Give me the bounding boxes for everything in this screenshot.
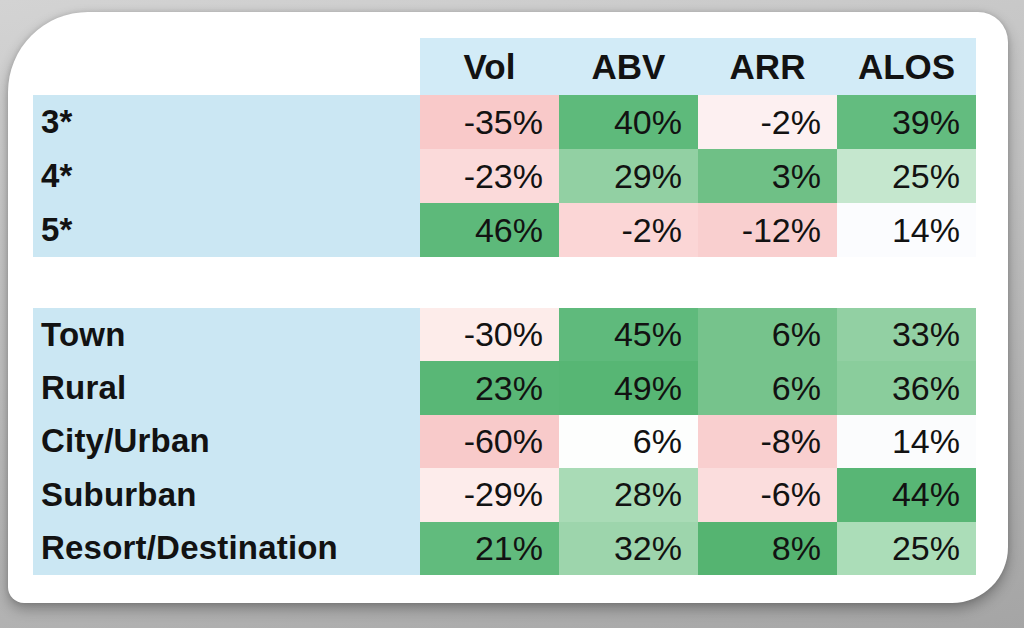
- heatmap-cell: -30%: [420, 308, 559, 361]
- table-row: Town-30%45%6%33%: [33, 308, 976, 361]
- heatmap-cell: -35%: [420, 95, 559, 149]
- heatmap-cell: -8%: [698, 415, 837, 468]
- heatmap-cell: 21%: [420, 522, 559, 575]
- header-row: VolABVARRALOS: [33, 38, 976, 95]
- heatmap-cell: 29%: [559, 149, 698, 203]
- heatmap-cell: 32%: [559, 522, 698, 575]
- location-heatmap-table: Town-30%45%6%33%Rural23%49%6%36%City/Urb…: [33, 308, 976, 575]
- table-row: City/Urban-60%6%-8%14%: [33, 415, 976, 468]
- heatmap-cell: 28%: [559, 468, 698, 521]
- table-gap: [33, 257, 976, 308]
- heatmap-cell: -2%: [698, 95, 837, 149]
- heatmap-cell: 33%: [837, 308, 976, 361]
- table-row: Suburban-29%28%-6%44%: [33, 468, 976, 521]
- row-label: Town: [33, 308, 420, 361]
- column-header-abv: ABV: [559, 38, 698, 95]
- row-label: City/Urban: [33, 415, 420, 468]
- heatmap-cell: 14%: [837, 203, 976, 257]
- heatmap-cell: 6%: [698, 361, 837, 414]
- heatmap-cell: -2%: [559, 203, 698, 257]
- heatmap-cell: 14%: [837, 415, 976, 468]
- row-label: Suburban: [33, 468, 420, 521]
- star-rating-heatmap-table: VolABVARRALOS3*-35%40%-2%39%4*-23%29%3%2…: [33, 38, 976, 257]
- column-header-alos: ALOS: [837, 38, 976, 95]
- row-label: 3*: [33, 95, 420, 149]
- heatmap-cell: 46%: [420, 203, 559, 257]
- heatmap-cell: 23%: [420, 361, 559, 414]
- heatmap-cell: -12%: [698, 203, 837, 257]
- heatmap-cell: 40%: [559, 95, 698, 149]
- heatmap-cell: 8%: [698, 522, 837, 575]
- heatmap-cell: -6%: [698, 468, 837, 521]
- row-label: Resort/Destination: [33, 522, 420, 575]
- heatmap-cell: 25%: [837, 522, 976, 575]
- heatmap-tables: VolABVARRALOS3*-35%40%-2%39%4*-23%29%3%2…: [33, 38, 976, 575]
- header-corner-blank: [33, 38, 420, 95]
- heatmap-cell: 3%: [698, 149, 837, 203]
- heatmap-cell: 6%: [698, 308, 837, 361]
- table-row: Resort/Destination21%32%8%25%: [33, 522, 976, 575]
- heatmap-cell: 45%: [559, 308, 698, 361]
- heatmap-cell: 6%: [559, 415, 698, 468]
- table-row: 5*46%-2%-12%14%: [33, 203, 976, 257]
- row-label: Rural: [33, 361, 420, 414]
- heatmap-cell: -23%: [420, 149, 559, 203]
- heatmap-cell: -60%: [420, 415, 559, 468]
- heatmap-cell: 44%: [837, 468, 976, 521]
- table-row: 4*-23%29%3%25%: [33, 149, 976, 203]
- column-header-arr: ARR: [698, 38, 837, 95]
- heatmap-cell: 39%: [837, 95, 976, 149]
- row-label: 4*: [33, 149, 420, 203]
- heatmap-cell: 25%: [837, 149, 976, 203]
- table-row: 3*-35%40%-2%39%: [33, 95, 976, 149]
- column-header-vol: Vol: [420, 38, 559, 95]
- table-row: Rural23%49%6%36%: [33, 361, 976, 414]
- heatmap-cell: -29%: [420, 468, 559, 521]
- heatmap-cell: 36%: [837, 361, 976, 414]
- heatmap-cell: 49%: [559, 361, 698, 414]
- row-label: 5*: [33, 203, 420, 257]
- report-card: VolABVARRALOS3*-35%40%-2%39%4*-23%29%3%2…: [8, 12, 1008, 603]
